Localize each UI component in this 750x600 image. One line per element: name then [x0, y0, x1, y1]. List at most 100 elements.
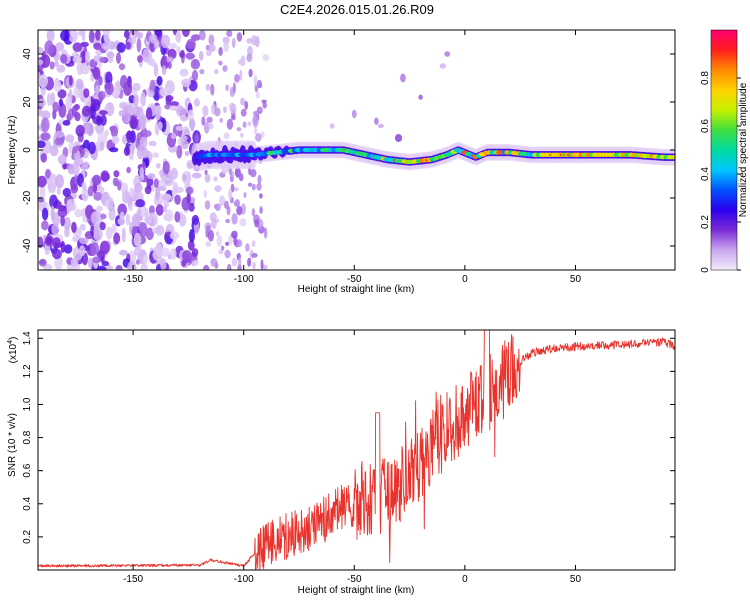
spectrogram-cell — [218, 249, 224, 255]
spectrogram-cell — [252, 261, 256, 270]
snr-y-tick-label: 1.0 — [22, 397, 33, 411]
spectrogram-x-tick-label: -100 — [234, 274, 254, 285]
spectrogram-cell — [246, 37, 254, 44]
spectrogram-cell — [140, 262, 148, 270]
spectrogram-cell — [176, 46, 181, 54]
spectrogram-cell — [236, 32, 243, 42]
spectrogram-cell — [221, 168, 227, 174]
spectrogram-cell — [142, 48, 150, 63]
spectrogram-cell — [186, 193, 191, 204]
spectrogram-y-ticks: -40 -20 0 20 40 — [22, 48, 675, 253]
spectrogram-cell — [191, 214, 200, 226]
spectrogram-cell — [175, 31, 182, 43]
spectrogram-cell — [181, 140, 189, 150]
snr-x-tick-label: -100 — [234, 574, 254, 585]
spectrogram-cell — [133, 232, 142, 247]
spectrogram-cell — [55, 174, 64, 189]
spectrogram-cell — [259, 208, 263, 214]
snr-frame — [37, 329, 676, 571]
spectrogram-cell — [51, 223, 59, 236]
spectrogram-cell — [261, 99, 267, 104]
spectrogram-cell — [150, 184, 156, 192]
spectrogram-cell — [87, 257, 93, 269]
spectrogram-cell — [60, 54, 68, 64]
spectrogram-cell — [75, 150, 81, 162]
spectrogram-cell — [228, 235, 233, 246]
spectrogram-cell — [190, 34, 201, 41]
spectrogram-cell — [154, 30, 162, 37]
spectrogram-cell — [224, 249, 231, 259]
spectrogram-cell — [153, 63, 159, 78]
spectrogram-cell — [47, 182, 57, 194]
spectrogram-cell — [176, 145, 183, 159]
spectrogram-cell — [204, 169, 208, 176]
spectrogram-cell — [221, 245, 225, 251]
spectrogram-cell — [230, 103, 237, 115]
spectrogram-cell — [148, 140, 157, 147]
spectrogram-cell — [41, 220, 49, 231]
spectrogram-cell — [38, 258, 47, 267]
spectrogram-cell — [670, 155, 675, 160]
spectrogram-cell — [208, 44, 216, 52]
spectrogram-cell — [153, 178, 159, 188]
spectrogram-cell — [226, 263, 232, 270]
spectrogram-cell — [208, 122, 214, 130]
spectrogram-cell — [204, 121, 210, 134]
snr-scale-label: (x104) — [7, 337, 19, 364]
spectrogram-cell — [214, 218, 220, 223]
spectrogram-cell — [38, 236, 44, 249]
spectrogram-cell — [99, 110, 108, 116]
colorbar-frame — [710, 29, 738, 271]
spectrogram-cell — [237, 59, 244, 65]
spectrogram-cell — [248, 68, 253, 78]
spectrogram-cell — [163, 205, 168, 213]
spectrogram-cell — [202, 105, 209, 117]
spectrogram-cell — [101, 260, 110, 267]
spectrogram-cell — [214, 107, 221, 117]
spectrogram-cell — [67, 164, 74, 175]
spectrogram-cell — [38, 98, 46, 107]
spectrogram-cell — [152, 152, 160, 158]
spectrogram-cell — [206, 225, 211, 233]
spectrogram-y-tick-label: -40 — [22, 238, 33, 253]
spectrogram-cell — [226, 118, 234, 130]
spectrogram-cell — [83, 88, 90, 98]
spectrogram-cell — [171, 133, 177, 140]
spectrogram-cell — [160, 258, 167, 270]
spectrogram-cell — [136, 145, 144, 160]
spectrogram-cell — [99, 221, 106, 231]
colorbar-tick-label: 0.6 — [700, 119, 711, 133]
spectrogram-cell — [84, 50, 90, 64]
spectrogram-cell — [111, 135, 120, 144]
spectrogram-cell — [178, 107, 187, 117]
spectrogram-cell — [108, 206, 116, 221]
spectrogram-cell — [190, 58, 201, 70]
spectrogram-cell — [179, 68, 189, 77]
spectrogram-cell — [444, 51, 451, 57]
spectrogram-y-tick-label: 0 — [22, 147, 33, 153]
spectrogram-cell — [231, 257, 238, 267]
spectrogram-cell — [90, 211, 99, 225]
colorbar: 0 0.2 0.4 0.6 0.8 Normalized spectral amplit… — [700, 29, 749, 273]
snr-series-line — [38, 330, 675, 570]
spectrogram-cell — [156, 75, 163, 86]
spectrogram-cell — [54, 42, 65, 52]
spectrogram-cell — [351, 109, 357, 119]
spectrogram-cell — [123, 30, 130, 39]
spectrogram-cell — [81, 30, 86, 42]
spectrogram-cell — [184, 150, 190, 157]
spectrogram-cell — [257, 79, 262, 89]
spectrogram-cell — [218, 60, 223, 66]
spectrogram-panel: -150 -100 -50 0 50 -40 -20 0 20 40 Height of str… — [7, 29, 676, 295]
spectrogram-cell — [208, 34, 215, 46]
spectrogram-cell — [147, 173, 156, 180]
spectrogram-cell — [96, 265, 107, 270]
spectrogram-cell — [127, 260, 137, 270]
spectrogram-cell — [56, 64, 66, 73]
spectrogram-cell — [72, 55, 82, 64]
spectrogram-cell — [175, 125, 184, 131]
spectrogram-cell — [63, 217, 71, 231]
spectrogram-cell — [136, 208, 142, 223]
spectrogram-cell — [60, 30, 70, 42]
